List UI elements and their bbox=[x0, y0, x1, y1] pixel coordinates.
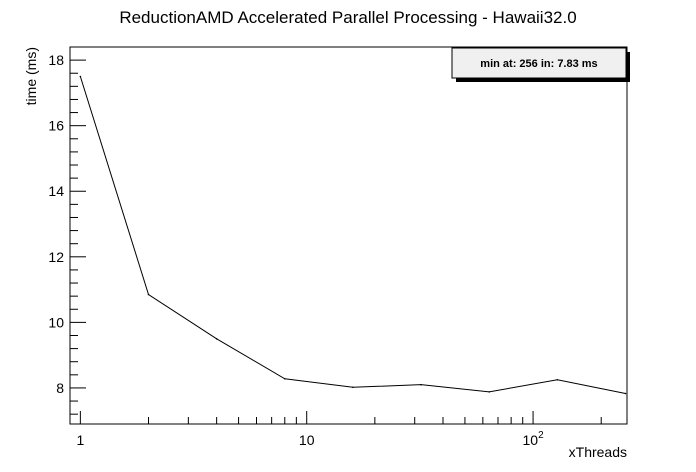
x-tick-label: 1 bbox=[76, 432, 84, 448]
y-tick-label: 18 bbox=[48, 52, 64, 68]
data-point bbox=[79, 75, 82, 78]
legend: min at: 256 in: 7.83 ms bbox=[451, 47, 630, 82]
y-tick-label: 16 bbox=[48, 118, 64, 134]
y-tick-label: 10 bbox=[48, 314, 64, 330]
y-axis-title: time (ms) bbox=[23, 47, 39, 105]
plot-frame bbox=[69, 46, 628, 425]
data-point bbox=[488, 391, 490, 393]
legend-box bbox=[451, 47, 627, 79]
y-minor-ticks bbox=[70, 46, 86, 415]
x-tick-exponent: 2 bbox=[538, 430, 544, 441]
series-group bbox=[79, 75, 627, 395]
x-axis-title: xThreads bbox=[569, 444, 627, 460]
legend-text: min at: 256 in: 7.83 ms bbox=[480, 58, 597, 70]
y-tick-label: 8 bbox=[56, 380, 64, 396]
x-minor-ticks bbox=[69, 411, 602, 424]
data-point bbox=[624, 392, 627, 395]
data-point bbox=[147, 293, 150, 296]
data-point bbox=[215, 337, 218, 340]
y-tick-label: 14 bbox=[48, 183, 64, 199]
y-tick-label: 12 bbox=[48, 249, 64, 265]
data-point bbox=[420, 383, 422, 386]
x-tick-label: 10 bbox=[299, 432, 315, 448]
data-point bbox=[283, 377, 286, 380]
chart-title: ReductionAMD Accelerated Parallel Proces… bbox=[119, 8, 576, 27]
y-axis-ticks: 8 10 12 14 16 18 bbox=[48, 52, 64, 396]
data-point bbox=[556, 378, 559, 381]
data-point bbox=[352, 386, 354, 389]
